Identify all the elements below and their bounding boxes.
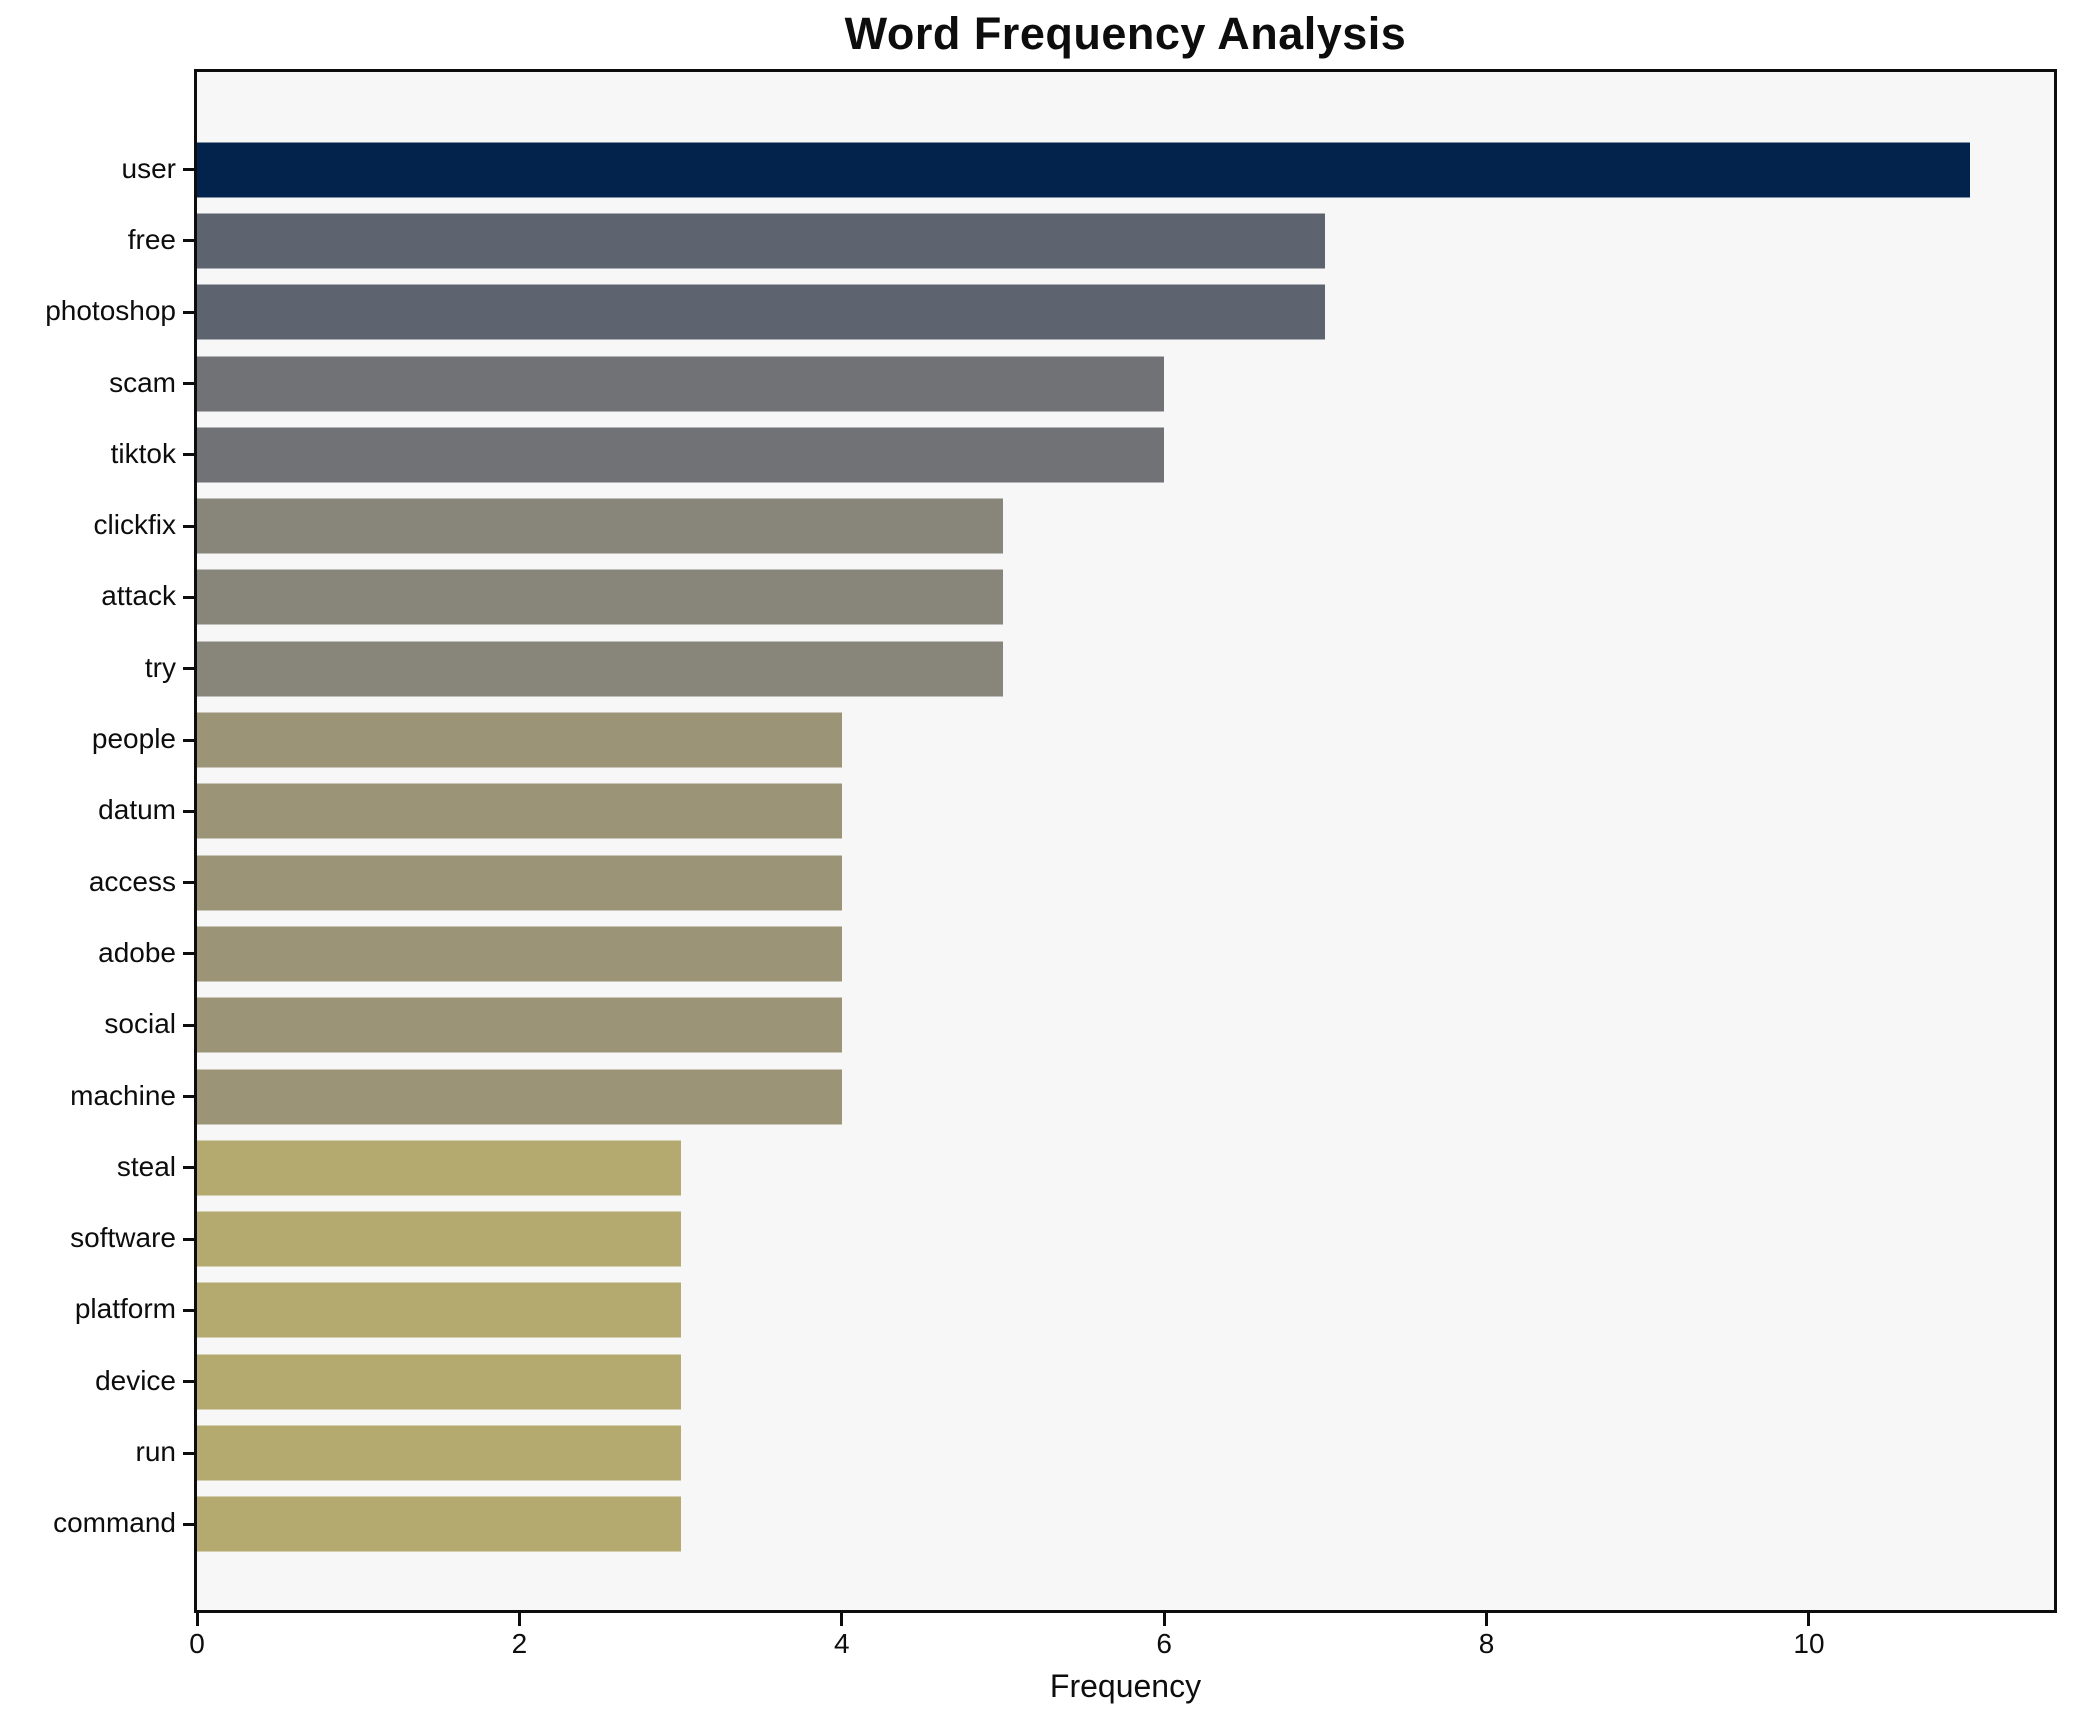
x-tick-mark-4 <box>840 1613 844 1626</box>
y-tick-mark <box>183 1308 194 1312</box>
bar-free <box>197 213 1326 269</box>
x-tick-mark-8 <box>1485 1613 1489 1626</box>
y-tick-label-user: user <box>121 152 176 184</box>
bar-command <box>197 1496 681 1552</box>
y-tick-mark <box>183 881 194 885</box>
bar-row-photoshop <box>197 277 2054 348</box>
bar-row-social <box>197 990 2054 1061</box>
bar-access <box>197 855 842 911</box>
bar-row-machine <box>197 1061 2054 1132</box>
bar-adobe <box>197 926 842 982</box>
bar-row-access <box>197 847 2054 918</box>
y-tick-mark <box>183 310 194 314</box>
y-tick-label-try: try <box>144 651 176 683</box>
bar-row-software <box>197 1204 2054 1275</box>
bar-row-steal <box>197 1132 2054 1203</box>
x-tick-label-6: 6 <box>1156 1628 1172 1659</box>
bar-row-try <box>197 633 2054 704</box>
bar-datum <box>197 783 842 839</box>
y-tick-label-software: software <box>70 1222 176 1254</box>
y-tick-mark <box>183 667 194 671</box>
y-tick-label-command: command <box>53 1507 176 1539</box>
bar-row-datum <box>197 776 2054 847</box>
y-tick-label-clickfix: clickfix <box>93 509 176 541</box>
bar-row-tiktok <box>197 419 2054 490</box>
bar-row-free <box>197 205 2054 276</box>
bar-attack <box>197 569 1003 625</box>
y-tick-mark <box>183 1095 194 1099</box>
y-tick-mark <box>183 595 194 599</box>
x-axis-title: Frequency <box>1049 1668 1202 1704</box>
y-tick-mark <box>183 524 194 528</box>
bar-row-people <box>197 704 2054 775</box>
y-tick-mark <box>183 1522 194 1526</box>
y-tick-mark <box>183 1237 194 1241</box>
bar-social <box>197 997 842 1053</box>
x-tick-label-0: 0 <box>189 1628 205 1659</box>
bar-row-user <box>197 134 2054 205</box>
y-tick-label-scam: scam <box>109 366 176 398</box>
bar-row-scam <box>197 348 2054 419</box>
y-tick-mark <box>183 239 194 243</box>
bar-row-clickfix <box>197 491 2054 562</box>
y-tick-label-platform: platform <box>74 1293 176 1325</box>
y-tick-label-tiktok: tiktok <box>110 437 176 469</box>
bar-row-platform <box>197 1275 2054 1346</box>
x-tick-label-8: 8 <box>1478 1628 1495 1659</box>
x-tick-mark-0 <box>195 1613 199 1626</box>
y-tick-label-adobe: adobe <box>98 936 176 968</box>
y-tick-mark <box>183 1023 194 1027</box>
x-tick-mark-10 <box>1807 1613 1811 1626</box>
y-tick-label-people: people <box>91 723 176 755</box>
bar-photoshop <box>197 284 1326 340</box>
bar-run <box>197 1425 681 1481</box>
x-tick-mark-6 <box>1162 1613 1166 1626</box>
bar-steal <box>197 1140 681 1196</box>
y-tick-mark <box>183 738 194 742</box>
bar-row-adobe <box>197 918 2054 989</box>
y-tick-label-machine: machine <box>70 1079 176 1111</box>
y-tick-label-datum: datum <box>98 794 176 826</box>
y-tick-label-access: access <box>88 865 176 897</box>
bar-platform <box>197 1282 681 1338</box>
bar-device <box>197 1354 681 1410</box>
y-tick-label-free: free <box>127 223 176 255</box>
y-tick-mark <box>183 1380 194 1384</box>
x-tick-mark-2 <box>517 1613 521 1626</box>
bar-row-command <box>197 1489 2054 1560</box>
x-tick-label-4: 4 <box>833 1628 850 1659</box>
y-tick-label-photoshop: photoshop <box>45 295 176 327</box>
y-tick-label-attack: attack <box>101 580 176 612</box>
bar-tiktok <box>197 427 1165 483</box>
bar-row-attack <box>197 562 2054 633</box>
y-tick-mark <box>183 1166 194 1170</box>
y-tick-mark <box>183 453 194 457</box>
y-tick-mark <box>183 168 194 172</box>
bar-row-device <box>197 1346 2054 1417</box>
y-tick-label-device: device <box>95 1364 176 1396</box>
bar-people <box>197 712 842 768</box>
bar-software <box>197 1211 681 1267</box>
bar-row-run <box>197 1417 2054 1488</box>
bar-user <box>197 142 1971 198</box>
y-tick-label-run: run <box>135 1436 176 1468</box>
y-tick-mark <box>183 1451 194 1455</box>
bar-scam <box>197 356 1165 412</box>
x-tick-label-10: 10 <box>1793 1628 1825 1659</box>
bar-try <box>197 641 1003 697</box>
y-tick-mark <box>183 382 194 386</box>
y-tick-mark <box>183 809 194 813</box>
y-tick-label-social: social <box>104 1008 176 1040</box>
chart-title: Word Frequency Analysis <box>844 8 1407 59</box>
plot-area <box>194 69 2057 1613</box>
y-tick-mark <box>183 952 194 956</box>
y-tick-label-steal: steal <box>116 1150 176 1182</box>
x-tick-label-2: 2 <box>511 1628 528 1659</box>
bar-clickfix <box>197 498 1003 554</box>
bar-machine <box>197 1069 842 1125</box>
